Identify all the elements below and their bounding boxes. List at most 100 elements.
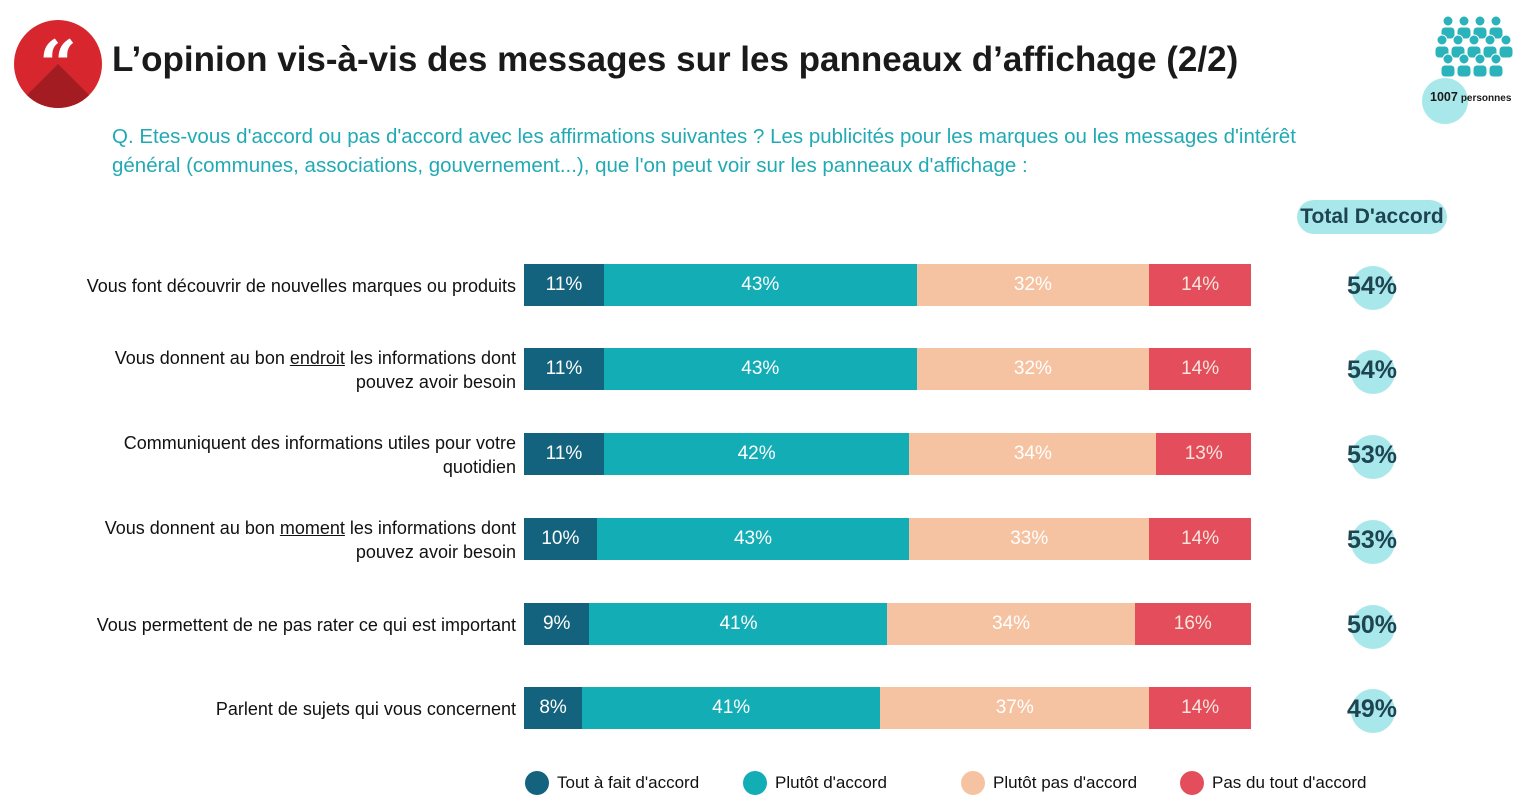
legend-label: Plutôt d'accord [775,773,887,792]
data-label: 16% [1173,613,1212,634]
row-label-part: Vous permettent de ne pas rater ce qui e… [96,615,516,635]
bar-segment: 11% [524,348,604,390]
bar-segment: 41% [582,687,881,729]
stacked-bar: 11% 42% 34% 13% [524,433,1251,475]
people-group-icon [1434,15,1514,78]
data-label: 13% [1184,443,1223,464]
data-label: 42% [737,443,776,464]
data-label: 43% [733,528,772,549]
total-agree-circle [1351,605,1395,649]
row-label: Communiquent des informations utiles pou… [60,431,516,479]
bar-segment: 16% [1134,603,1251,645]
bar-segment: 37% [880,687,1150,729]
bar-segment: 33% [909,518,1150,560]
stacked-bar: 11% 43% 32% 14% [524,264,1251,306]
bar-segment: 10% [524,518,597,560]
data-label: 34% [1013,443,1052,464]
bar-segment: 14% [1149,518,1251,560]
page-title: L’opinion vis-à-vis des messages sur les… [112,40,1239,79]
data-label: 14% [1181,697,1220,718]
stacked-bar: 8% 41% 37% 14% [524,687,1251,729]
data-label: 11% [545,274,583,295]
stacked-bar: 11% 43% 32% 14% [524,348,1251,390]
data-label: 11% [545,358,583,379]
data-label: 37% [995,697,1034,718]
bar-segment: 11% [524,264,604,306]
legend-swatch [525,771,549,795]
bar-segment: 32% [916,348,1150,390]
row-label-part: Parlent de sujets qui vous concernent [215,699,516,719]
row-label-part: les informations dont pouvez avoir besoi… [344,518,516,562]
data-label: 14% [1181,528,1220,549]
total-agree-value: 53% [1346,526,1398,554]
legend-item: Pas du tout d'accord [1180,770,1366,796]
total-agree-value: 54% [1346,272,1398,300]
bar-segment: 42% [603,433,910,475]
total-agree-value: 54% [1346,356,1398,384]
bar-segment: 34% [887,603,1135,645]
bar-segment: 8% [524,687,583,729]
legend-swatch [1180,771,1204,795]
bar-segment: 11% [524,433,604,475]
bar-segment: 34% [909,433,1157,475]
bar-segment: 14% [1149,687,1251,729]
data-label: 43% [741,274,780,295]
total-agree-circle [1351,689,1395,733]
quote-glyph: “ [39,26,77,104]
row-label-part: Vous donnent au bon [104,518,280,538]
total-agree-circle [1351,350,1395,394]
bar-segment: 43% [603,348,917,390]
total-agree-value: 49% [1346,695,1398,723]
total-agree-header: Total D'accord [1297,200,1447,234]
legend-item: Plutôt pas d'accord [961,770,1137,796]
data-label: 41% [719,613,758,634]
data-label: 32% [1013,274,1052,295]
data-label: 9% [542,613,571,634]
data-label: 43% [741,358,780,379]
data-label: 34% [992,613,1031,634]
total-agree-value: 53% [1346,441,1398,469]
row-label: Vous donnent au bon moment les informati… [60,516,516,564]
bar-segment: 9% [524,603,590,645]
sample-size-badge [1422,78,1468,124]
total-agree-value: 50% [1346,611,1398,639]
sample-count: 1007 [1430,90,1458,104]
legend-swatch [743,771,767,795]
total-agree-circle [1351,520,1395,564]
row-label: Vous font découvrir de nouvelles marques… [60,274,516,298]
row-label-part: endroit [289,348,345,368]
data-label: 41% [712,697,751,718]
data-label: 33% [1010,528,1049,549]
bar-segment: 13% [1156,433,1251,475]
row-label-part: moment [279,518,345,538]
total-agree-circle [1351,266,1395,310]
data-label: 10% [541,528,580,549]
stacked-bar: 9% 41% 34% 16% [524,603,1251,645]
data-label: 11% [545,443,583,464]
data-label: 8% [539,697,567,718]
row-label-part: Communiquent des informations utiles pou… [123,433,516,477]
bar-segment: 14% [1149,264,1251,306]
row-label: Vous permettent de ne pas rater ce qui e… [60,613,516,637]
row-label-part: Vous font découvrir de nouvelles marques… [86,276,516,296]
quote-icon: “ [14,20,102,108]
data-label: 32% [1013,358,1052,379]
legend-label: Pas du tout d'accord [1212,773,1367,792]
bar-segment: 43% [596,518,910,560]
bar-segment: 14% [1149,348,1251,390]
legend-swatch [961,771,985,795]
data-label: 14% [1181,274,1220,295]
legend-item: Tout à fait d'accord [525,770,699,796]
row-label: Parlent de sujets qui vous concernent [60,697,516,721]
bar-segment: 41% [589,603,888,645]
stacked-bar: 10% 43% 33% 14% [524,518,1251,560]
legend-item: Plutôt d'accord [743,770,887,796]
legend-label: Plutôt pas d'accord [993,773,1138,792]
legend-label: Tout à fait d'accord [557,773,700,792]
sample-size: 1007 personnes [1430,90,1511,104]
row-label: Vous donnent au bon endroit les informat… [60,346,516,394]
row-label-part: Vous donnent au bon [114,348,290,368]
total-agree-circle [1351,435,1395,479]
question-text: Q. Etes-vous d'accord ou pas d'accord av… [112,125,1296,177]
bar-segment: 32% [916,264,1150,306]
